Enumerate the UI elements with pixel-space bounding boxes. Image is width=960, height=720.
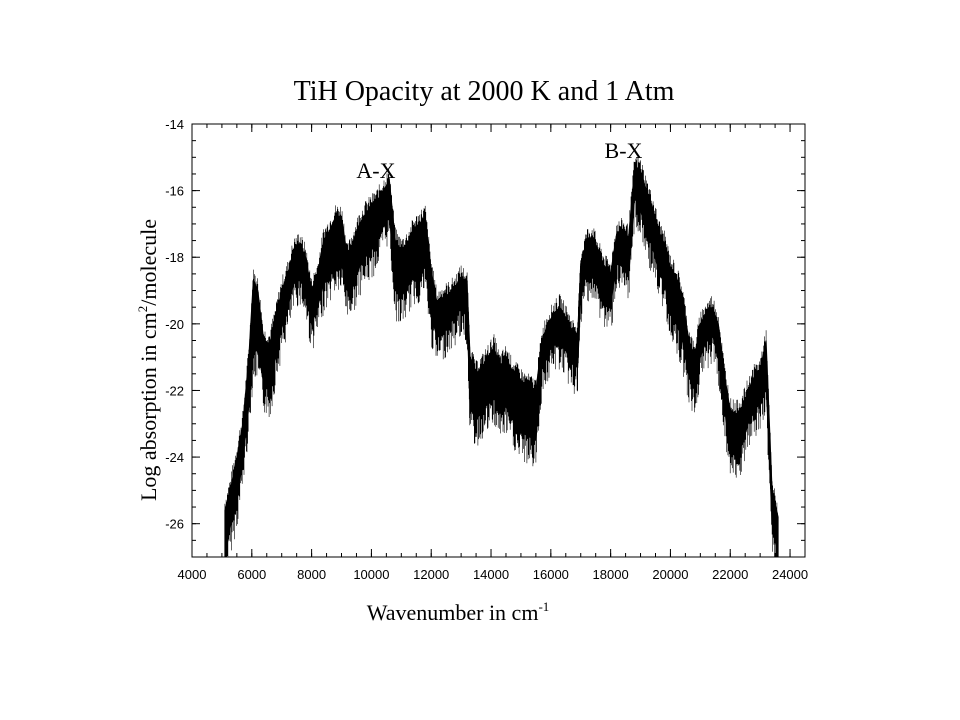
y-axis-ticks: -14 -16 -18 -20 -22 -24 -26 (165, 117, 805, 558)
band-annotation-label: A-X (356, 158, 395, 183)
plot-area (191, 123, 806, 558)
y-tick-label: -24 (165, 450, 184, 465)
y-axis-label: Log absorption in cm2/molecule (135, 219, 161, 501)
chart-title: TiH Opacity at 2000 K and 1 Atm (294, 76, 675, 107)
y-tick-label: -14 (165, 117, 184, 132)
opacity-spectrum-lines (224, 157, 778, 557)
x-axis-label: Wavenumber in cm-1 (367, 599, 550, 625)
x-tick-label: 22000 (712, 567, 748, 582)
x-tick-label: 6000 (237, 567, 266, 582)
y-axis-label-main: Log absorption in cm (136, 312, 161, 501)
y-axis-label-exponent: 2 (135, 306, 150, 313)
band-annotation-label: B-X (605, 138, 643, 163)
x-axis-label-exponent: -1 (538, 599, 549, 614)
y-axis-label-unit: /molecule (136, 219, 161, 306)
x-tick-label: 12000 (413, 567, 449, 582)
x-tick-label: 10000 (353, 567, 389, 582)
x-tick-label: 20000 (652, 567, 688, 582)
x-tick-label: 18000 (593, 567, 629, 582)
x-tick-label: 16000 (533, 567, 569, 582)
x-axis-label-main: Wavenumber in cm (367, 600, 539, 625)
x-axis-ticks: 4000 6000 8000 10000 12000 14000 16000 18000 200… (178, 124, 808, 582)
x-tick-label: 8000 (297, 567, 326, 582)
x-tick-label: 24000 (772, 567, 808, 582)
plot-frame (191, 123, 806, 558)
y-tick-label: -26 (165, 517, 184, 532)
y-tick-label: -22 (165, 383, 184, 398)
y-tick-label: -20 (165, 317, 184, 332)
x-tick-label: 4000 (178, 567, 207, 582)
y-tick-label: -18 (165, 250, 184, 265)
y-tick-label: -16 (165, 184, 184, 199)
band-annotations: A-X B-X (356, 138, 642, 183)
x-tick-label: 14000 (473, 567, 509, 582)
